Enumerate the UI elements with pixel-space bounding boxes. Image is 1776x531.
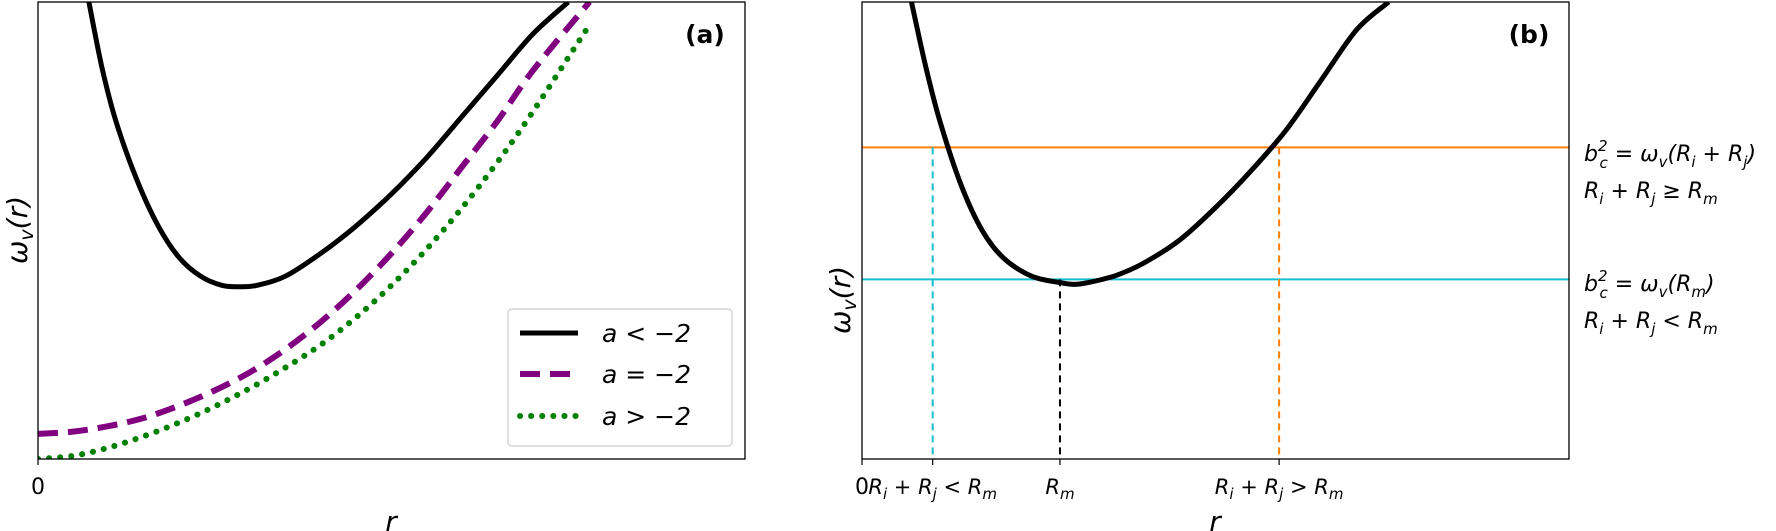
panel-a-curves bbox=[38, 2, 593, 459]
panel-b-series-0-line bbox=[909, 2, 1391, 287]
panel-a-tag: (a) bbox=[685, 20, 725, 49]
panel-b-x-tick-label: 0 bbox=[855, 475, 869, 500]
tick-label-rm: Rm bbox=[1045, 475, 1074, 503]
legend-label-a-less: a < −2 bbox=[602, 319, 691, 348]
panel-b-special-ticks: Ri + Rj < Rm Rm Ri + Rj > Rm bbox=[868, 459, 1343, 503]
tick-label-ri-rj-greater-rm: Ri + Rj > Rm bbox=[1215, 475, 1344, 503]
panel-a-legend: a < −2 a = −2 a > −2 bbox=[507, 308, 733, 447]
legend-label-a-equal: a = −2 bbox=[602, 360, 691, 389]
panel-b-annotations: b2 c = ωv(Ri + Rj) Ri + Rj ≥ Rm b2 c = ωv(… bbox=[1584, 137, 1756, 338]
panel-a-series-0-line bbox=[86, 2, 570, 290]
panel-a-x-tick-label: 0 bbox=[31, 475, 45, 500]
annotation-orange-line1: b2 c = ωv(Ri + Rj) bbox=[1584, 137, 1756, 172]
annotation-cyan-line1: b2 c = ωv(Rm) bbox=[1584, 267, 1715, 302]
panel-a-x-axis-label: r bbox=[385, 505, 398, 531]
panel-b-reference-lines bbox=[862, 146, 1569, 459]
panel-b-curves bbox=[909, 2, 1391, 287]
tick-label-ri-rj-less-rm: Ri + Rj < Rm bbox=[868, 475, 997, 503]
legend-box bbox=[507, 308, 733, 447]
panel-b-tag: (b) bbox=[1509, 20, 1550, 49]
annotation-cyan-line2: Ri + Rj < Rm bbox=[1584, 309, 1718, 338]
panel-b-y-axis-label: ωv(r) bbox=[824, 266, 861, 334]
legend-label-a-greater: a > −2 bbox=[602, 402, 691, 431]
panel-b-x-axis-label: r bbox=[1209, 505, 1222, 531]
panel-a-series-2-line bbox=[38, 21, 593, 459]
annotation-orange-line2: Ri + Rj ≥ Rm bbox=[1584, 179, 1718, 208]
panel-b: 0 r ωv(r) (b) Ri + Rj < Rm Rm Ri + Rj > … bbox=[824, 1, 1756, 531]
panel-b-axes-frame bbox=[861, 1, 1570, 460]
panel-a-series-1-line bbox=[38, 2, 592, 437]
panel-a: 0 r ωv(r) (a) a < −2 a = −2 a > −2 bbox=[1, 1, 746, 531]
panel-a-y-axis-label: ωv(r) bbox=[1, 196, 38, 264]
panel-a-axes-frame bbox=[37, 1, 746, 460]
